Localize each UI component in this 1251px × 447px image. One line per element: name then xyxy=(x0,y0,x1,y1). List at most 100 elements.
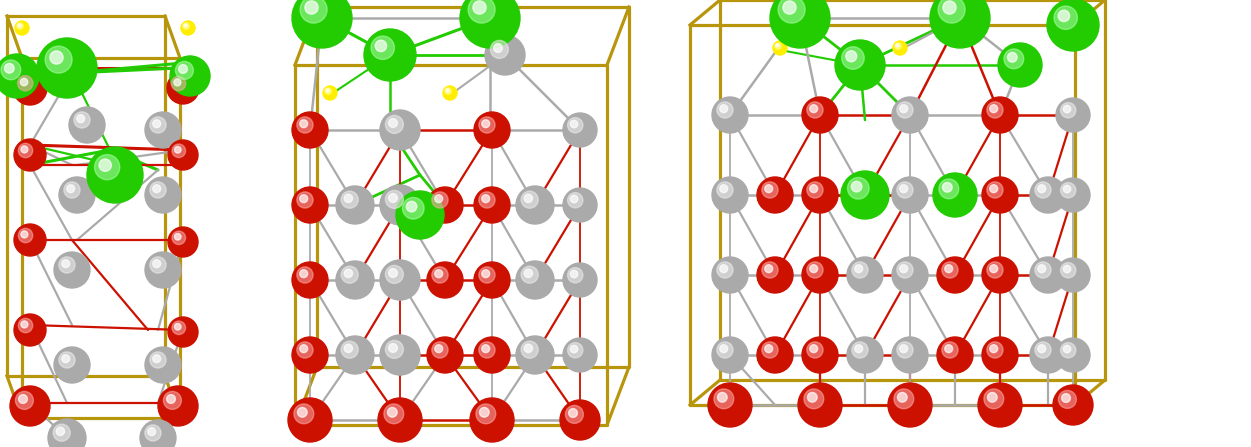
Circle shape xyxy=(372,36,394,59)
Circle shape xyxy=(990,265,997,273)
Circle shape xyxy=(475,404,495,424)
Circle shape xyxy=(524,269,533,278)
Circle shape xyxy=(942,262,958,278)
Circle shape xyxy=(337,261,374,299)
Circle shape xyxy=(1035,262,1051,278)
Circle shape xyxy=(153,185,160,193)
Circle shape xyxy=(389,269,398,278)
Circle shape xyxy=(385,190,403,208)
Circle shape xyxy=(291,337,328,373)
Circle shape xyxy=(563,338,597,372)
Circle shape xyxy=(173,231,185,245)
Circle shape xyxy=(515,261,554,299)
Circle shape xyxy=(19,395,28,403)
Circle shape xyxy=(153,120,160,128)
Circle shape xyxy=(712,97,748,133)
Circle shape xyxy=(145,177,181,213)
Circle shape xyxy=(479,267,495,283)
Circle shape xyxy=(474,262,510,298)
Circle shape xyxy=(482,345,489,353)
Circle shape xyxy=(778,0,806,23)
Circle shape xyxy=(847,337,883,373)
Circle shape xyxy=(19,318,33,333)
Circle shape xyxy=(494,44,503,52)
Circle shape xyxy=(389,194,398,202)
Circle shape xyxy=(719,345,728,353)
Circle shape xyxy=(982,337,1018,373)
Circle shape xyxy=(45,46,73,73)
Circle shape xyxy=(762,262,778,278)
Circle shape xyxy=(568,118,583,133)
Circle shape xyxy=(897,102,913,118)
Circle shape xyxy=(892,97,928,133)
Circle shape xyxy=(15,392,34,409)
Circle shape xyxy=(987,102,1003,118)
Circle shape xyxy=(445,88,452,94)
Circle shape xyxy=(982,257,1018,293)
Circle shape xyxy=(294,404,314,424)
Circle shape xyxy=(854,265,863,273)
Circle shape xyxy=(460,0,520,48)
Circle shape xyxy=(435,345,443,353)
Circle shape xyxy=(435,270,443,278)
Circle shape xyxy=(719,185,728,193)
Circle shape xyxy=(56,427,65,435)
Circle shape xyxy=(1063,266,1071,273)
Circle shape xyxy=(76,115,85,122)
Circle shape xyxy=(773,41,787,55)
Circle shape xyxy=(407,201,417,212)
Circle shape xyxy=(807,342,823,358)
Circle shape xyxy=(841,171,889,219)
Circle shape xyxy=(712,337,748,373)
Circle shape xyxy=(173,321,185,334)
Circle shape xyxy=(809,265,818,273)
Circle shape xyxy=(375,40,387,51)
Circle shape xyxy=(479,192,495,208)
Circle shape xyxy=(183,23,189,29)
Circle shape xyxy=(380,110,420,150)
Circle shape xyxy=(323,86,337,100)
Circle shape xyxy=(397,191,444,239)
Circle shape xyxy=(899,105,908,113)
Circle shape xyxy=(998,43,1042,87)
Circle shape xyxy=(522,266,538,283)
Circle shape xyxy=(174,233,181,240)
Circle shape xyxy=(899,185,908,193)
Circle shape xyxy=(153,355,160,363)
Circle shape xyxy=(570,120,578,128)
Circle shape xyxy=(300,195,308,202)
Circle shape xyxy=(427,262,463,298)
Circle shape xyxy=(894,389,913,409)
Circle shape xyxy=(344,344,353,353)
Circle shape xyxy=(19,143,33,158)
Circle shape xyxy=(305,1,318,14)
Circle shape xyxy=(764,265,773,273)
Circle shape xyxy=(385,266,403,283)
Circle shape xyxy=(380,335,420,375)
Circle shape xyxy=(783,1,796,14)
Circle shape xyxy=(325,88,332,94)
Circle shape xyxy=(54,252,90,288)
Circle shape xyxy=(344,194,353,202)
Circle shape xyxy=(852,342,868,358)
Circle shape xyxy=(1056,338,1090,372)
Circle shape xyxy=(712,257,748,293)
Circle shape xyxy=(987,182,1003,198)
Circle shape xyxy=(892,337,928,373)
Circle shape xyxy=(61,355,70,363)
Circle shape xyxy=(384,404,404,424)
Circle shape xyxy=(168,317,198,347)
Circle shape xyxy=(174,147,181,153)
Circle shape xyxy=(1030,337,1066,373)
Circle shape xyxy=(892,177,928,213)
Circle shape xyxy=(296,342,313,358)
Circle shape xyxy=(774,43,781,49)
Circle shape xyxy=(854,345,863,353)
Circle shape xyxy=(894,43,901,49)
Circle shape xyxy=(987,262,1003,278)
Circle shape xyxy=(150,182,166,198)
Circle shape xyxy=(987,392,997,402)
Circle shape xyxy=(291,112,328,148)
Circle shape xyxy=(435,195,443,202)
Circle shape xyxy=(1005,49,1023,69)
